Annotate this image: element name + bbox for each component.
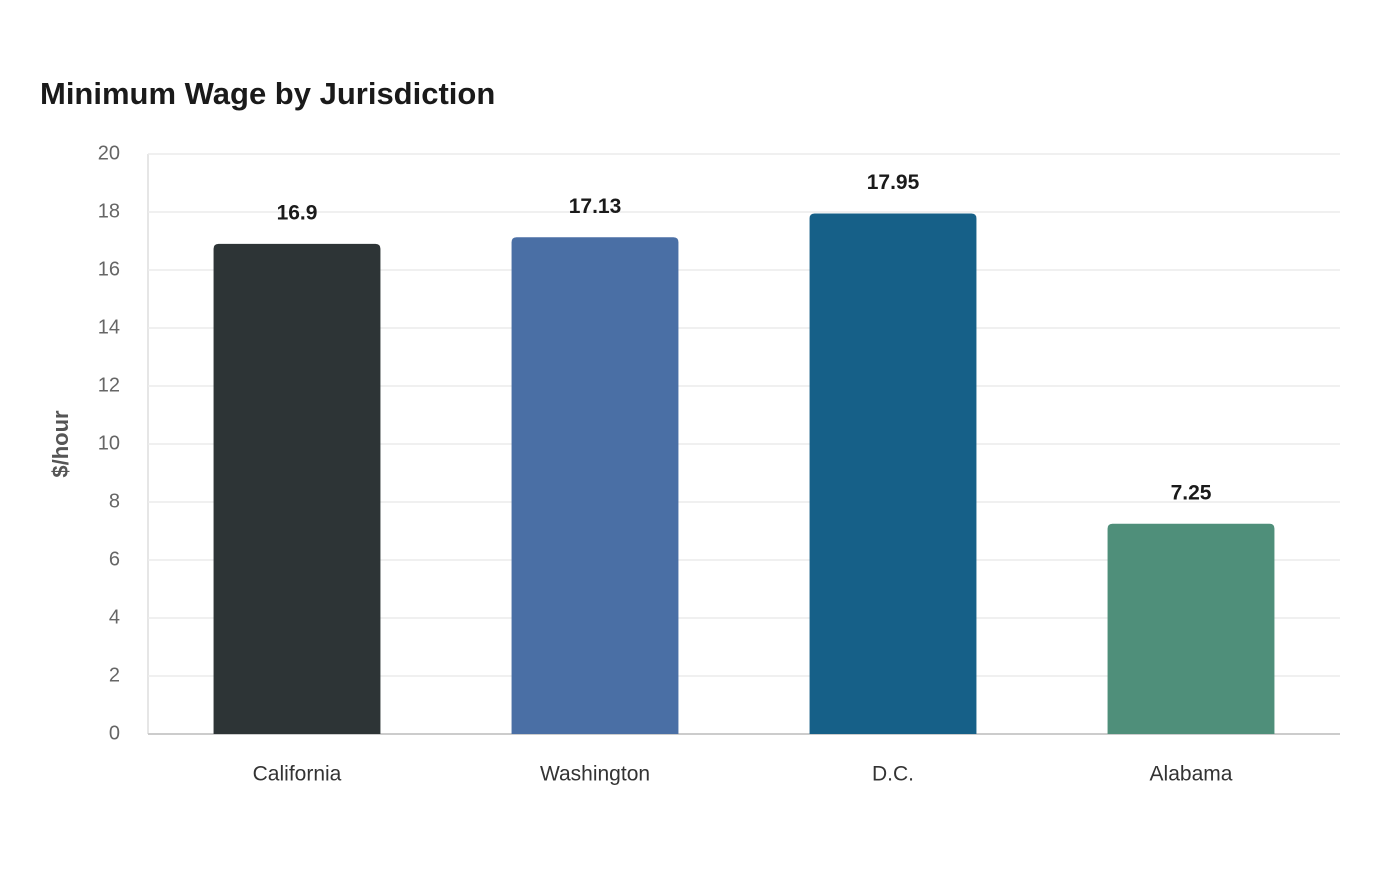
x-tick-label: Washington xyxy=(540,763,650,786)
chart-title: Minimum Wage by Jurisdiction xyxy=(40,76,495,111)
x-tick-label: Alabama xyxy=(1150,763,1233,786)
y-tick-label: 14 xyxy=(98,316,120,338)
y-tick-label: 0 xyxy=(109,722,120,744)
y-tick-label: 12 xyxy=(98,374,120,396)
data-label: 7.25 xyxy=(1171,481,1212,504)
y-tick-label: 6 xyxy=(109,548,120,570)
data-label: 17.13 xyxy=(569,195,622,218)
y-tick-label: 10 xyxy=(98,432,120,454)
y-tick-label: 2 xyxy=(109,664,120,686)
y-tick-label: 18 xyxy=(98,200,120,222)
y-tick-label: 16 xyxy=(98,258,120,280)
bar xyxy=(213,243,381,734)
x-tick-label: D.C. xyxy=(872,763,914,786)
y-tick-label: 8 xyxy=(109,490,120,512)
data-label: 17.95 xyxy=(867,171,920,194)
bar xyxy=(511,237,679,735)
y-axis-label: $/hour xyxy=(48,410,73,478)
data-label: 16.9 xyxy=(277,201,318,224)
y-tick-label: 4 xyxy=(109,606,120,628)
y-tick-label: 20 xyxy=(98,142,120,164)
x-tick-label: California xyxy=(253,763,342,786)
bar xyxy=(809,213,977,734)
bar xyxy=(1107,523,1275,734)
